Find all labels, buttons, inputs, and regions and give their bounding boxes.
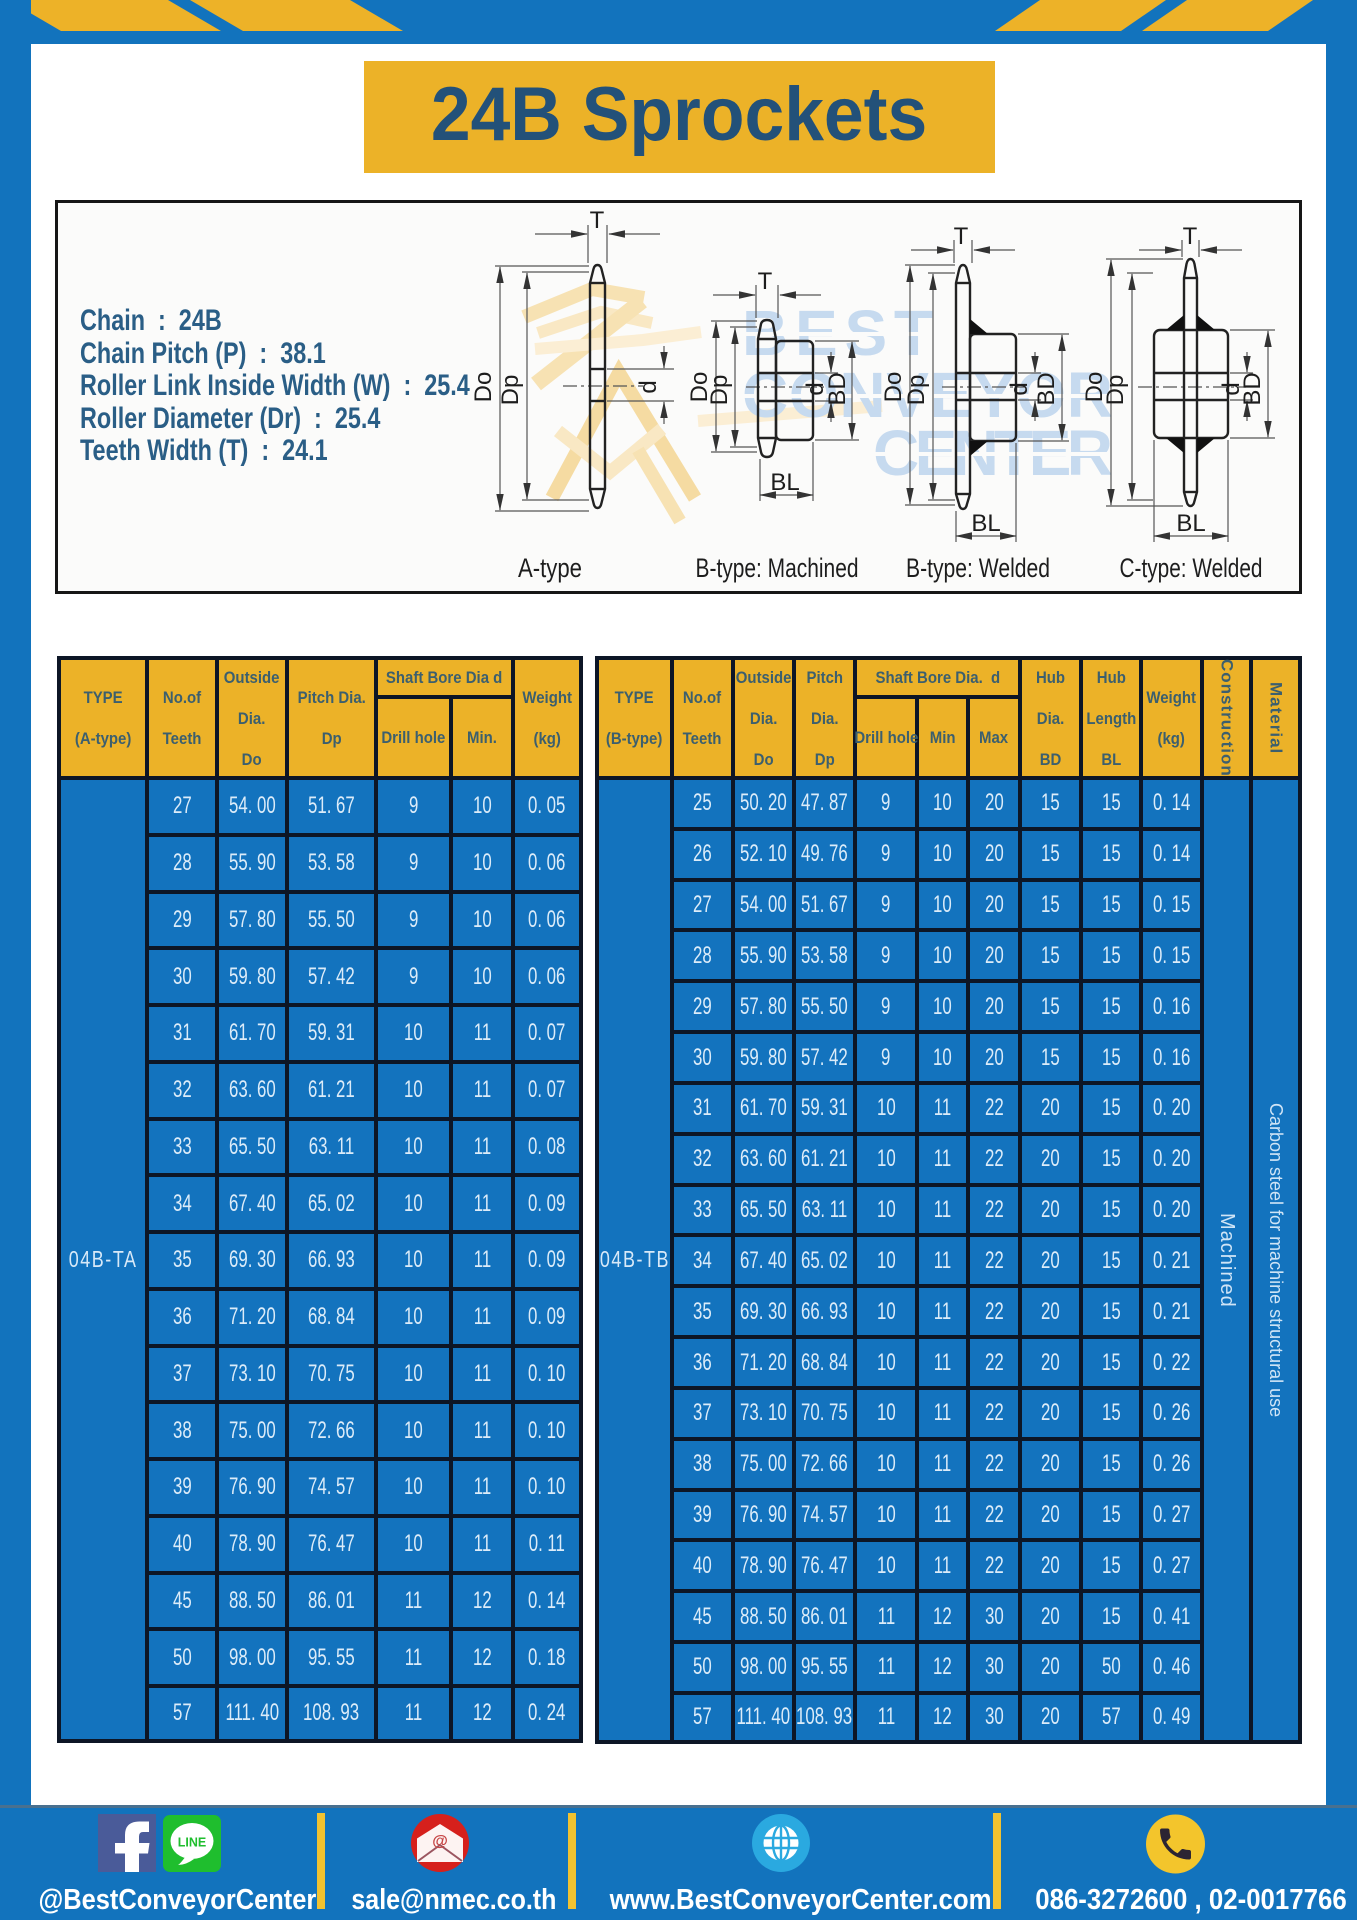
svg-text:BL: BL (971, 510, 1000, 537)
svg-text:B-type: Machined: B-type: Machined (696, 553, 859, 583)
svg-text:B-type: Welded: B-type: Welded (906, 553, 1050, 583)
svg-text:d: d (1218, 382, 1245, 395)
svg-text:A-type: A-type (518, 553, 582, 583)
svg-text:@: @ (432, 1833, 448, 1850)
svg-text:T: T (590, 207, 605, 234)
svg-text:Dp: Dp (706, 375, 733, 406)
svg-text:BL: BL (770, 469, 799, 496)
svg-text:Do: Do (880, 372, 907, 403)
svg-text:Do: Do (1081, 372, 1108, 403)
svg-text:Dp: Dp (1102, 375, 1129, 406)
svg-text:d: d (635, 380, 662, 393)
svg-text:Do: Do (686, 372, 713, 403)
svg-text:T: T (758, 268, 773, 295)
svg-text:Dp: Dp (497, 375, 524, 406)
svg-text:T: T (1183, 223, 1198, 250)
svg-text:d: d (802, 382, 829, 395)
svg-text:d: d (1006, 382, 1033, 395)
svg-text:BD: BD (1033, 372, 1060, 405)
svg-text:BD: BD (824, 372, 851, 405)
svg-text:BD: BD (1239, 372, 1266, 405)
svg-text:BL: BL (1176, 510, 1205, 537)
svg-text:LINE: LINE (178, 1836, 206, 1850)
svg-text:C-type: Welded: C-type: Welded (1120, 553, 1263, 583)
svg-text:T: T (954, 223, 969, 250)
svg-text:Dp: Dp (903, 375, 930, 406)
svg-text:Do: Do (470, 372, 497, 403)
